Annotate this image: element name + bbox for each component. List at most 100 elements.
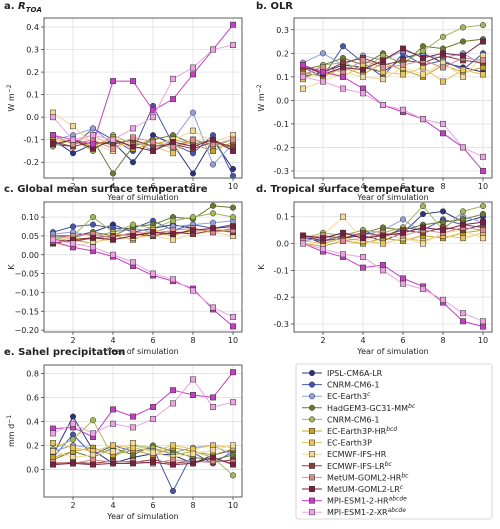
point bbox=[380, 240, 386, 247]
series-line bbox=[52, 220, 234, 237]
point bbox=[480, 38, 486, 45]
point bbox=[340, 213, 346, 220]
legend-sup: abcde bbox=[388, 507, 407, 514]
x-tick-label: 2 bbox=[320, 182, 325, 191]
point bbox=[230, 223, 236, 230]
plot-frame bbox=[293, 201, 493, 333]
point bbox=[229, 472, 237, 479]
point bbox=[70, 240, 76, 247]
point bbox=[420, 286, 426, 293]
point bbox=[50, 440, 56, 446]
title-text: c. Global mean surface temperature bbox=[4, 184, 208, 195]
point bbox=[480, 227, 486, 234]
point bbox=[380, 262, 386, 268]
title-text: e. Sahel precipitation bbox=[4, 347, 125, 358]
point bbox=[150, 449, 156, 456]
point bbox=[90, 244, 96, 251]
point bbox=[420, 116, 426, 123]
y-tick-label: 0.3 bbox=[276, 26, 289, 35]
point bbox=[230, 136, 236, 143]
x-tick-label: 4 bbox=[360, 336, 365, 345]
y-tick-label: 0.4 bbox=[26, 417, 39, 426]
point bbox=[109, 170, 117, 177]
point bbox=[209, 202, 217, 209]
series-line bbox=[302, 243, 484, 322]
point bbox=[440, 64, 446, 71]
point bbox=[70, 136, 76, 143]
panel-title: a. RTOA bbox=[4, 1, 42, 14]
point bbox=[110, 420, 116, 427]
y-tick-label: 0.00 bbox=[21, 251, 39, 260]
legend-label: MPI-ESM1-2-HRabcde bbox=[327, 496, 407, 506]
legend-name: MetUM-GOML2-HR bbox=[327, 473, 402, 482]
y-tick-label: -0.2 bbox=[23, 158, 39, 167]
y-tick-label: 0.4 bbox=[26, 23, 39, 32]
point bbox=[340, 237, 346, 244]
point bbox=[190, 71, 196, 78]
point bbox=[230, 42, 236, 48]
x-tick-label: 10 bbox=[228, 182, 238, 191]
point bbox=[170, 231, 176, 237]
series-line bbox=[52, 44, 234, 141]
series-line bbox=[52, 415, 234, 464]
point bbox=[50, 461, 56, 468]
y-tick-label: -0.3 bbox=[273, 167, 289, 176]
point bbox=[309, 497, 315, 504]
y-tick-label: -0.2 bbox=[273, 293, 289, 302]
point bbox=[50, 141, 56, 148]
series-line bbox=[52, 225, 234, 244]
point bbox=[190, 143, 196, 150]
series-line bbox=[52, 229, 234, 243]
series-line bbox=[52, 220, 234, 233]
point bbox=[400, 45, 406, 52]
point bbox=[230, 323, 236, 330]
point bbox=[230, 399, 236, 406]
point bbox=[110, 236, 116, 243]
point bbox=[170, 387, 176, 394]
series-line bbox=[302, 216, 484, 245]
y-tick-label: -0.1 bbox=[273, 266, 289, 275]
legend-name: IPSL-CM6A-LR bbox=[327, 369, 383, 378]
x-tick-label: 4 bbox=[360, 182, 365, 191]
x-tick-label: 2 bbox=[70, 182, 75, 191]
point bbox=[210, 404, 216, 410]
y-tick-label: 0.1 bbox=[276, 73, 289, 82]
legend-box bbox=[295, 363, 493, 520]
point bbox=[460, 235, 466, 242]
point bbox=[480, 219, 486, 226]
point bbox=[130, 413, 136, 420]
point bbox=[308, 369, 316, 377]
legend-label: EC-Earth3P-HRbcd bbox=[327, 426, 397, 436]
point bbox=[210, 447, 216, 454]
series-line bbox=[52, 24, 234, 145]
y-tick-label: 0.0 bbox=[26, 465, 39, 474]
point bbox=[439, 219, 447, 226]
plot-frame bbox=[293, 17, 493, 179]
y-tick-label: -0.1 bbox=[23, 136, 39, 145]
series-line bbox=[52, 444, 234, 461]
point bbox=[320, 245, 326, 252]
legend-name: MPI-ESM1-2-HR bbox=[327, 497, 389, 506]
point bbox=[360, 90, 366, 97]
point bbox=[50, 448, 56, 455]
series-line bbox=[52, 136, 234, 152]
legend-name: EC-Earth3 bbox=[327, 392, 367, 401]
y-tick-label: -0.1 bbox=[273, 120, 289, 129]
point bbox=[308, 393, 316, 400]
y-tick-label: 0.10 bbox=[21, 213, 39, 222]
y-tick-label: −0.10 bbox=[14, 288, 39, 297]
point bbox=[380, 232, 386, 239]
point bbox=[130, 78, 136, 85]
point bbox=[130, 134, 136, 141]
point bbox=[70, 444, 76, 451]
point bbox=[230, 369, 236, 376]
point bbox=[480, 167, 486, 174]
point bbox=[150, 416, 156, 422]
point bbox=[210, 304, 216, 311]
point bbox=[320, 78, 326, 85]
panel-title: c. Global mean surface temperature bbox=[4, 184, 208, 195]
point bbox=[309, 451, 315, 458]
point bbox=[170, 96, 176, 103]
point bbox=[189, 109, 197, 116]
